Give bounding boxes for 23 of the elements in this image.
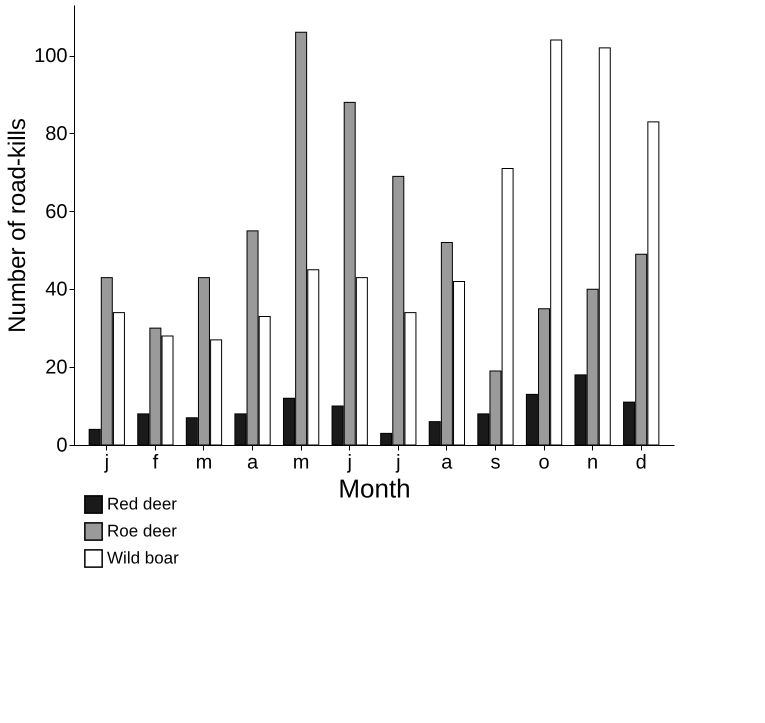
x-tick-label: d — [636, 452, 647, 474]
legend-label: Wild boar — [107, 548, 180, 568]
y-tick-label: 40 — [45, 278, 68, 301]
y-tick-label: 100 — [34, 45, 68, 68]
y-tick-label: 80 — [45, 122, 68, 145]
x-tick-label: m — [292, 452, 310, 474]
x-tick-label: j — [346, 452, 352, 474]
legend-label: Red deer — [107, 494, 178, 514]
x-tick-label: m — [196, 452, 212, 474]
x-tick-label: j — [104, 452, 110, 474]
x-tick-label: n — [587, 452, 598, 474]
y-tick-label: 60 — [45, 200, 68, 223]
y-tick-label: 0 — [56, 434, 68, 456]
x-tick-label: s — [490, 452, 500, 474]
legend-label: Roe deer — [107, 522, 178, 540]
x-tick-label: a — [246, 452, 259, 474]
x-tick-label: j — [395, 452, 401, 474]
x-tick-label: f — [152, 452, 159, 474]
x-axis-title: Month — [338, 474, 411, 504]
x-tick-label: a — [441, 452, 454, 474]
y-tick-label: 20 — [45, 356, 68, 379]
x-tick-label: o — [538, 452, 550, 474]
y-axis-title: Number of road-kills — [4, 118, 32, 333]
